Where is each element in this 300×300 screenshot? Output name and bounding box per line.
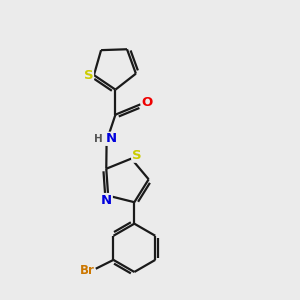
Text: S: S — [132, 149, 141, 162]
Text: Br: Br — [80, 264, 94, 277]
Text: S: S — [84, 69, 93, 82]
Text: N: N — [106, 132, 117, 145]
Text: O: O — [141, 96, 153, 110]
Text: N: N — [101, 194, 112, 207]
Text: H: H — [94, 134, 103, 144]
